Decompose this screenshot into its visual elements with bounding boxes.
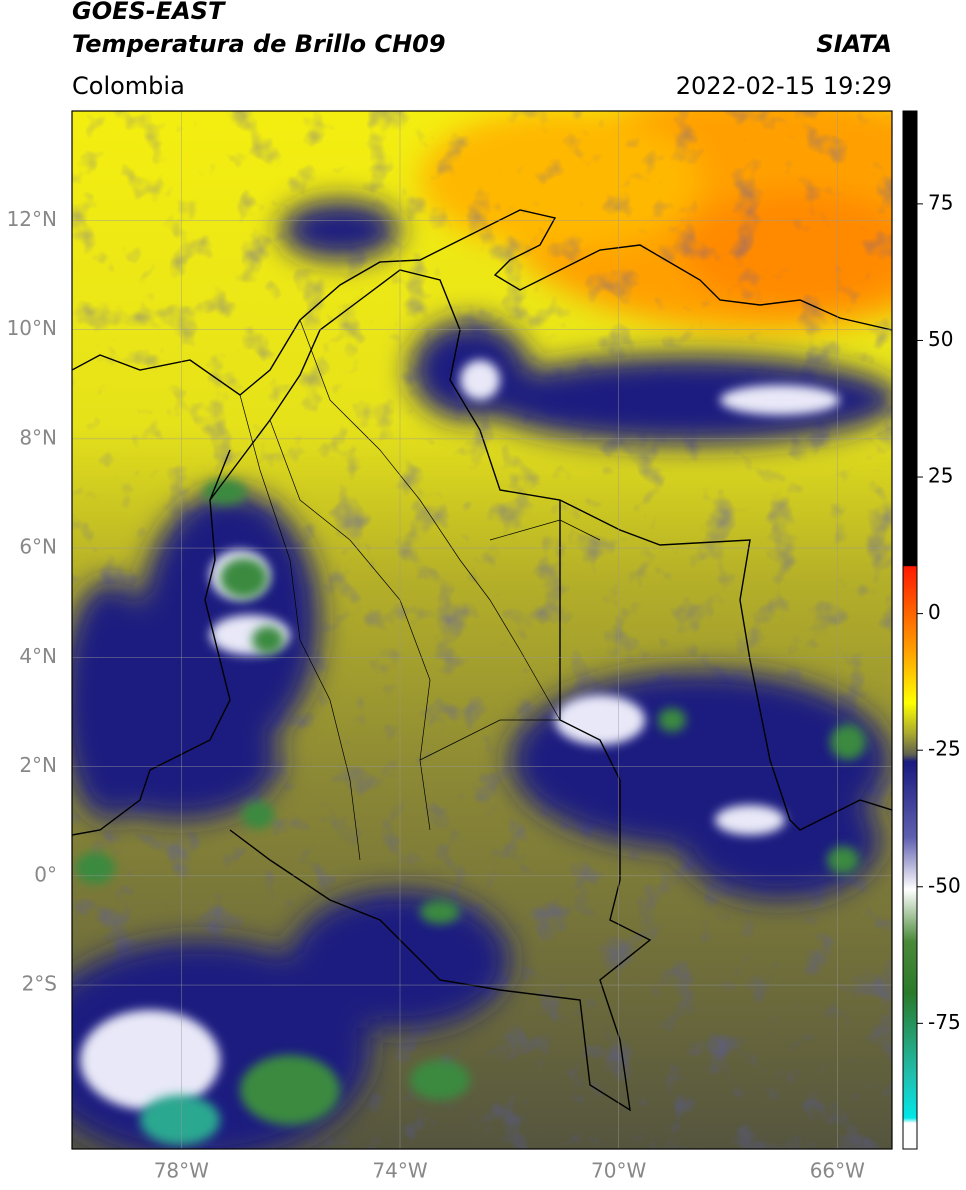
x-tick-label: 66°W: [810, 1159, 865, 1183]
colorbar-tick-label: -75: [928, 1010, 961, 1034]
source: SIATA: [816, 30, 892, 58]
colorbar-tick-label: 75: [928, 190, 953, 214]
y-tick-label: 0°: [34, 862, 57, 886]
grid: [72, 111, 892, 1149]
colorbar-tick-label: 0: [928, 600, 941, 624]
timestamp: 2022-02-15 19:29: [676, 72, 892, 100]
title: GOES-EAST: [72, 0, 226, 25]
y-tick-label: 6°N: [19, 535, 57, 559]
x-tick-label: 74°W: [372, 1159, 427, 1183]
y-tick-label: 10°N: [7, 316, 57, 340]
colorbar: [902, 110, 918, 1150]
colorbar-tick-label: -50: [928, 873, 961, 897]
y-tick-label: 4°N: [19, 644, 57, 668]
subtitle: Temperatura de Brillo CH09: [72, 30, 446, 58]
x-tick-label: 70°W: [591, 1159, 646, 1183]
y-tick-label: 2°N: [19, 753, 57, 777]
map-frame: [71, 110, 893, 1150]
satellite-image: [72, 111, 892, 1149]
colorbar-tick-label: 25: [928, 464, 953, 488]
y-tick-label: 12°N: [7, 207, 57, 231]
colorbar-tick-label: 50: [928, 327, 953, 351]
region: Colombia: [72, 72, 185, 100]
x-tick-label: 78°W: [154, 1159, 209, 1183]
y-tick-label: 8°N: [19, 425, 57, 449]
colorbar-tick-label: -25: [928, 737, 961, 761]
y-tick-label: 2°S: [22, 972, 57, 996]
